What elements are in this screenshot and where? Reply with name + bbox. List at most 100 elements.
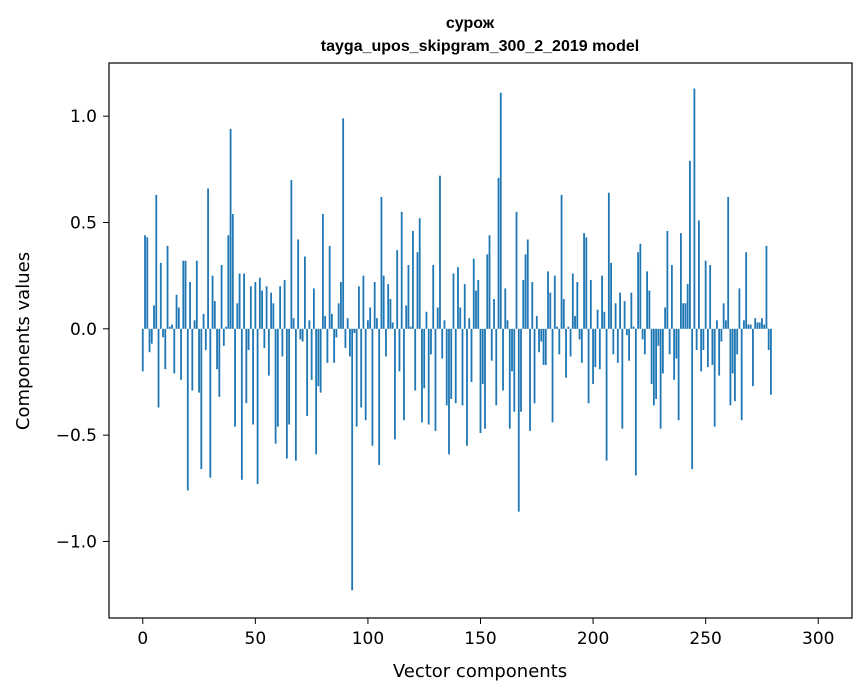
x-tick-label: 250 <box>689 629 721 649</box>
bar <box>198 328 200 393</box>
bar <box>204 328 207 351</box>
bar <box>387 284 390 329</box>
bar <box>450 328 453 399</box>
bar <box>657 328 660 346</box>
bar <box>427 328 430 425</box>
bar <box>650 328 653 385</box>
bar <box>360 328 363 408</box>
bar <box>704 260 707 329</box>
bar <box>601 275 603 329</box>
bar <box>720 328 723 342</box>
bar <box>281 328 284 357</box>
bar <box>256 328 259 485</box>
bars-group <box>141 88 772 591</box>
bar <box>290 179 293 329</box>
bar <box>400 211 403 329</box>
bar <box>538 328 540 353</box>
bar <box>216 328 218 370</box>
bar <box>222 328 225 346</box>
bar <box>355 328 358 427</box>
bar <box>380 196 383 329</box>
bar <box>162 328 164 338</box>
bar <box>623 301 626 329</box>
bar <box>414 328 417 391</box>
y-tick-label: 1.0 <box>70 107 97 127</box>
bar <box>767 328 770 351</box>
x-tick-label: 300 <box>802 629 834 649</box>
bar <box>321 213 324 329</box>
bar <box>173 328 176 374</box>
bar <box>331 313 333 329</box>
bar <box>193 320 196 329</box>
bar <box>454 328 457 404</box>
bar <box>533 328 536 404</box>
bar <box>743 320 745 329</box>
bar <box>520 328 522 412</box>
bar <box>209 328 212 478</box>
bar <box>616 328 619 363</box>
bar <box>684 303 687 329</box>
bar <box>231 213 234 329</box>
bar <box>148 328 151 353</box>
bar <box>666 230 669 329</box>
bar <box>168 326 171 329</box>
bar <box>479 328 482 433</box>
bar <box>346 318 349 329</box>
bar <box>619 292 621 329</box>
bar <box>459 307 462 329</box>
bar <box>369 307 372 329</box>
bar <box>349 328 351 357</box>
bar <box>288 328 291 425</box>
bar <box>432 265 435 329</box>
bar <box>180 328 182 380</box>
bar <box>551 328 554 423</box>
bar <box>477 279 480 329</box>
bar <box>403 328 405 421</box>
bar <box>263 328 266 348</box>
bar <box>245 328 248 404</box>
bar <box>265 286 268 329</box>
bar <box>691 328 694 470</box>
bar <box>452 273 455 329</box>
bar <box>171 324 173 329</box>
bar <box>315 328 318 455</box>
bar <box>643 328 646 355</box>
bar <box>416 252 419 329</box>
bar <box>211 275 214 329</box>
bar <box>353 328 356 334</box>
bar <box>576 282 579 329</box>
bar <box>466 328 468 446</box>
bar <box>560 194 563 329</box>
bar <box>484 328 486 429</box>
bar <box>229 128 232 329</box>
bar <box>240 328 243 480</box>
bar <box>725 320 727 329</box>
bar <box>718 328 721 376</box>
bar <box>648 290 651 329</box>
bar <box>261 290 263 329</box>
bar <box>340 282 342 329</box>
bar <box>405 305 408 329</box>
bar <box>382 275 385 329</box>
bar <box>324 316 327 329</box>
bar <box>267 328 270 376</box>
bar <box>628 328 630 361</box>
bar <box>182 260 185 329</box>
bar <box>693 88 696 329</box>
bar <box>225 326 227 329</box>
bar <box>328 245 331 329</box>
bar <box>238 273 241 329</box>
bar <box>499 92 502 329</box>
bar <box>740 328 743 421</box>
bar <box>542 328 545 365</box>
bar <box>571 273 574 329</box>
bar <box>594 328 597 368</box>
bar <box>506 320 509 329</box>
bar <box>745 252 748 329</box>
bar <box>166 245 169 329</box>
bar <box>153 305 155 329</box>
bar <box>319 328 322 393</box>
y-tick-label: −0.5 <box>56 426 97 446</box>
bar <box>547 271 549 329</box>
